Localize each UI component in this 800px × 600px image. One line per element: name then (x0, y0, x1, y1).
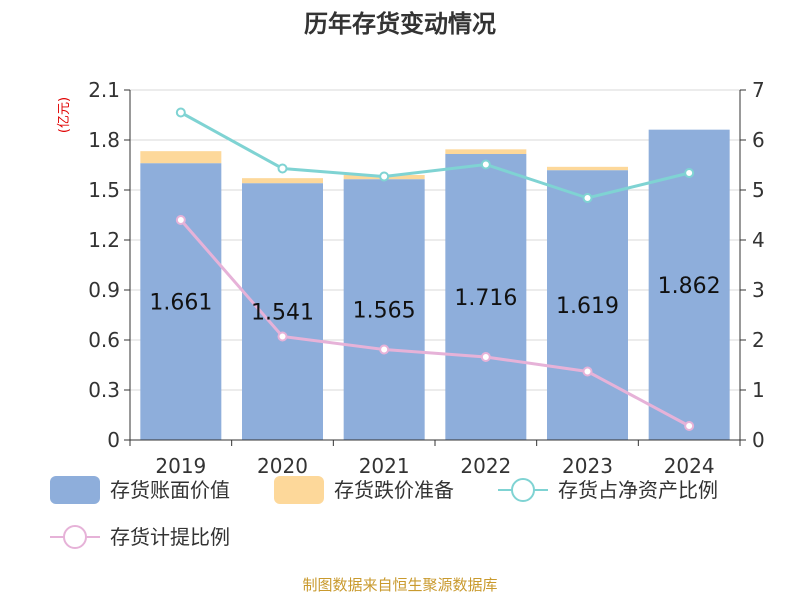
right-axis-tick-label: 2 (752, 328, 765, 352)
legend-swatch-marker (64, 526, 86, 548)
series-point (584, 194, 592, 202)
bar-value-label: 1.565 (353, 299, 416, 324)
bar-value-label: 1.619 (556, 294, 619, 319)
x-axis-tick-label: 2022 (460, 454, 511, 478)
x-axis-tick-label: 2019 (155, 454, 206, 478)
chart-title: 历年存货变动情况 (304, 10, 496, 38)
right-axis-tick-label: 4 (752, 228, 765, 252)
right-axis-tick-label: 3 (752, 278, 765, 302)
bar-inventory-impairment (242, 178, 323, 183)
legend-swatch-bar (50, 476, 100, 504)
bar-value-label: 1.661 (149, 291, 212, 316)
series-point (482, 161, 490, 169)
bar-value-label: 1.862 (658, 274, 721, 299)
series-point (685, 169, 693, 177)
bars (140, 130, 729, 440)
series-point (380, 173, 388, 181)
y-axis-unit-label: (亿元) (57, 97, 72, 133)
right-axis-tick-label: 0 (752, 428, 765, 452)
bar-value-label: 1.716 (454, 286, 517, 311)
bar-inventory-impairment (445, 149, 526, 154)
legend-label[interactable]: 存货跌价准备 (334, 478, 454, 502)
series-point (685, 422, 693, 430)
series-point (177, 216, 185, 224)
series-point (177, 109, 185, 117)
x-axis-tick-label: 2021 (359, 454, 410, 478)
data-source-note: 制图数据来自恒生聚源数据库 (302, 576, 497, 594)
series-point (279, 333, 287, 341)
legend-swatch-marker (512, 479, 534, 501)
bar-inventory-impairment (547, 167, 628, 170)
right-axis-tick-label: 7 (752, 78, 765, 102)
legend-label[interactable]: 存货账面价值 (110, 478, 230, 502)
left-axis-tick-label: 0.9 (88, 278, 120, 302)
left-axis-tick-label: 0.6 (88, 328, 120, 352)
series-point (584, 368, 592, 376)
legend-label[interactable]: 存货计提比例 (110, 525, 230, 549)
legend-swatch-bar (274, 476, 324, 504)
left-axis-tick-label: 0 (107, 428, 120, 452)
series-point (279, 165, 287, 173)
x-axis-tick-label: 2020 (257, 454, 308, 478)
right-axis-tick-label: 1 (752, 378, 765, 402)
right-axis-tick-label: 6 (752, 128, 765, 152)
legend-label[interactable]: 存货占净资产比例 (558, 478, 718, 502)
left-axis-tick-label: 0.3 (88, 378, 120, 402)
series-point (380, 346, 388, 354)
right-axis-tick-label: 5 (752, 178, 765, 202)
bar-inventory-impairment (140, 151, 221, 163)
left-axis-tick-label: 1.5 (88, 178, 120, 202)
left-axis-tick-label: 2.1 (88, 78, 120, 102)
left-axis-tick-label: 1.2 (88, 228, 120, 252)
x-axis-tick-label: 2024 (664, 454, 715, 478)
x-axis-tick-label: 2023 (562, 454, 613, 478)
bar-value-label: 1.541 (251, 301, 314, 326)
series-point (482, 353, 490, 361)
left-axis-tick-label: 1.8 (88, 128, 120, 152)
